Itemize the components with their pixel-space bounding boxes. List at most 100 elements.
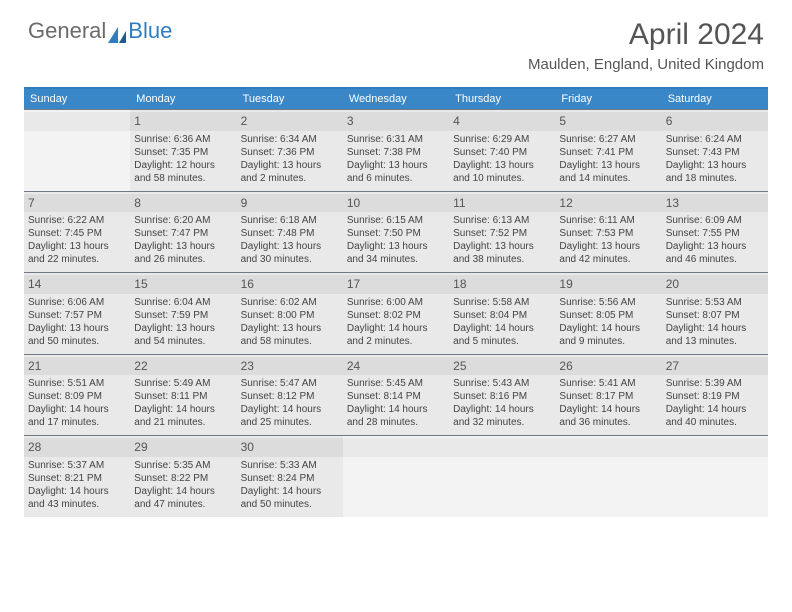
sunset-text: Sunset: 7:50 PM [347, 227, 445, 240]
day-cell [449, 436, 555, 517]
day-cell: 27Sunrise: 5:39 AMSunset: 8:19 PMDayligh… [662, 355, 768, 436]
sunrise-text: Sunrise: 5:45 AM [347, 377, 445, 390]
sunrise-text: Sunrise: 6:11 AM [559, 214, 657, 227]
day-num-row [24, 112, 130, 131]
daylight-text: Daylight: 13 hours and 50 minutes. [28, 322, 126, 348]
day-number: 21 [28, 359, 41, 373]
day-cell: 22Sunrise: 5:49 AMSunset: 8:11 PMDayligh… [130, 355, 236, 436]
day-number: 12 [559, 196, 572, 210]
day-number: 23 [241, 359, 254, 373]
sunset-text: Sunset: 7:41 PM [559, 146, 657, 159]
day-cell: 4Sunrise: 6:29 AMSunset: 7:40 PMDaylight… [449, 110, 555, 191]
day-cell: 17Sunrise: 6:00 AMSunset: 8:02 PMDayligh… [343, 273, 449, 354]
day-cell: 7Sunrise: 6:22 AMSunset: 7:45 PMDaylight… [24, 192, 130, 273]
month-title: April 2024 [528, 18, 764, 52]
day-number: 3 [347, 114, 354, 128]
daylight-text: Daylight: 13 hours and 6 minutes. [347, 159, 445, 185]
day-cell: 19Sunrise: 5:56 AMSunset: 8:05 PMDayligh… [555, 273, 661, 354]
week-row: 7Sunrise: 6:22 AMSunset: 7:45 PMDaylight… [24, 191, 768, 273]
day-cell: 13Sunrise: 6:09 AMSunset: 7:55 PMDayligh… [662, 192, 768, 273]
title-block: April 2024 Maulden, England, United King… [528, 18, 764, 73]
day-number: 25 [453, 359, 466, 373]
day-number: 22 [134, 359, 147, 373]
daylight-text: Daylight: 13 hours and 58 minutes. [241, 322, 339, 348]
sunset-text: Sunset: 8:07 PM [666, 309, 764, 322]
daylight-text: Daylight: 13 hours and 26 minutes. [134, 240, 232, 266]
daylight-text: Daylight: 14 hours and 28 minutes. [347, 403, 445, 429]
day-cell: 12 Sunrise: 6:11 AMSunset: 7:53 PMDayligh… [555, 192, 661, 273]
day-num-row: 14 [24, 275, 130, 294]
sunset-text: Sunset: 7:47 PM [134, 227, 232, 240]
week-row: 14Sunrise: 6:06 AMSunset: 7:57 PMDayligh… [24, 272, 768, 354]
day-num-row: 8 [130, 194, 236, 213]
sunset-text: Sunset: 7:36 PM [241, 146, 339, 159]
day-num-row: 24 [343, 357, 449, 376]
sunset-text: Sunset: 7:38 PM [347, 146, 445, 159]
day-cell: 3 Sunrise: 6:31 AMSunset: 7:38 PMDaylight… [343, 110, 449, 191]
sunset-text: Sunset: 7:55 PM [666, 227, 764, 240]
day-num-row: 5 [555, 112, 661, 131]
logo-text-blue: Blue [128, 18, 172, 44]
sunrise-text: Sunrise: 5:58 AM [453, 296, 551, 309]
sunrise-text: Sunrise: 5:47 AM [241, 377, 339, 390]
weeks-container: 1Sunrise: 6:36 AMSunset: 7:35 PMDaylight… [24, 109, 768, 517]
day-cell: 10Sunrise: 6:15 AMSunset: 7:50 PMDayligh… [343, 192, 449, 273]
day-number: 27 [666, 359, 679, 373]
day-cell: 23Sunrise: 5:47 AMSunset: 8:12 PMDayligh… [237, 355, 343, 436]
day-cell: 8Sunrise: 6:20 AMSunset: 7:47 PMDaylight… [130, 192, 236, 273]
daylight-text: Daylight: 14 hours and 47 minutes. [134, 485, 232, 511]
sunrise-text: Sunrise: 6:22 AM [28, 214, 126, 227]
sunrise-text: Sunrise: 5:39 AM [666, 377, 764, 390]
daylight-text: Daylight: 13 hours and 42 minutes. [559, 240, 657, 266]
day-num-row: 22 [130, 357, 236, 376]
sunrise-text: Sunrise: 6:31 AM [347, 133, 445, 146]
day-number [347, 440, 350, 454]
sunset-text: Sunset: 7:53 PM [559, 227, 657, 240]
day-number: 18 [453, 277, 466, 291]
day-num-row: 30 [237, 438, 343, 457]
day-num-row: 17 [343, 275, 449, 294]
day-cell: 5Sunrise: 6:27 AMSunset: 7:41 PMDaylight… [555, 110, 661, 191]
sunset-text: Sunset: 8:12 PM [241, 390, 339, 403]
day-num-row: 29 [130, 438, 236, 457]
sunrise-text: Sunrise: 5:43 AM [453, 377, 551, 390]
sunrise-text: Sunrise: 6:34 AM [241, 133, 339, 146]
sunset-text: Sunset: 8:14 PM [347, 390, 445, 403]
week-row: 28Sunrise: 5:37 AMSunset: 8:21 PMDayligh… [24, 435, 768, 517]
sunset-text: Sunset: 8:21 PM [28, 472, 126, 485]
sunrise-text: Sunrise: 6:02 AM [241, 296, 339, 309]
day-num-row: 7 [24, 194, 130, 213]
day-cell: 16Sunrise: 6:02 AMSunset: 8:00 PMDayligh… [237, 273, 343, 354]
daylight-text: Daylight: 14 hours and 17 minutes. [28, 403, 126, 429]
day-num-row: 1 [130, 112, 236, 131]
sunrise-text: Sunrise: 5:56 AM [559, 296, 657, 309]
logo-sail-icon [108, 23, 128, 39]
day-num-row: 16 [237, 275, 343, 294]
sunset-text: Sunset: 8:02 PM [347, 309, 445, 322]
day-cell: 18Sunrise: 5:58 AMSunset: 8:04 PMDayligh… [449, 273, 555, 354]
sunset-text: Sunset: 7:40 PM [453, 146, 551, 159]
sunrise-text: Sunrise: 6:04 AM [134, 296, 232, 309]
daylight-text: Daylight: 14 hours and 5 minutes. [453, 322, 551, 348]
sunrise-text: Sunrise: 6:06 AM [28, 296, 126, 309]
day-number: 26 [559, 359, 572, 373]
sunrise-text: Sunrise: 5:53 AM [666, 296, 764, 309]
day-number: 11 [453, 196, 465, 210]
day-header-row: Sunday Monday Tuesday Wednesday Thursday… [24, 89, 768, 109]
daylight-text: Daylight: 13 hours and 46 minutes. [666, 240, 764, 266]
day-cell: 25Sunrise: 5:43 AMSunset: 8:16 PMDayligh… [449, 355, 555, 436]
day-number: 4 [453, 114, 460, 128]
sunset-text: Sunset: 7:52 PM [453, 227, 551, 240]
sunset-text: Sunset: 7:35 PM [134, 146, 232, 159]
day-number: 30 [241, 440, 254, 454]
sunset-text: Sunset: 8:16 PM [453, 390, 551, 403]
day-header-monday: Monday [130, 89, 236, 109]
day-cell: 11Sunrise: 6:13 AMSunset: 7:52 PMDayligh… [449, 192, 555, 273]
logo: General Blue [28, 18, 172, 44]
daylight-text: Daylight: 13 hours and 30 minutes. [241, 240, 339, 266]
daylight-text: Daylight: 13 hours and 54 minutes. [134, 322, 232, 348]
day-cell: 9Sunrise: 6:18 AMSunset: 7:48 PMDaylight… [237, 192, 343, 273]
day-num-row: 2 [237, 112, 343, 131]
sunrise-text: Sunrise: 5:51 AM [28, 377, 126, 390]
sunset-text: Sunset: 8:11 PM [134, 390, 232, 403]
